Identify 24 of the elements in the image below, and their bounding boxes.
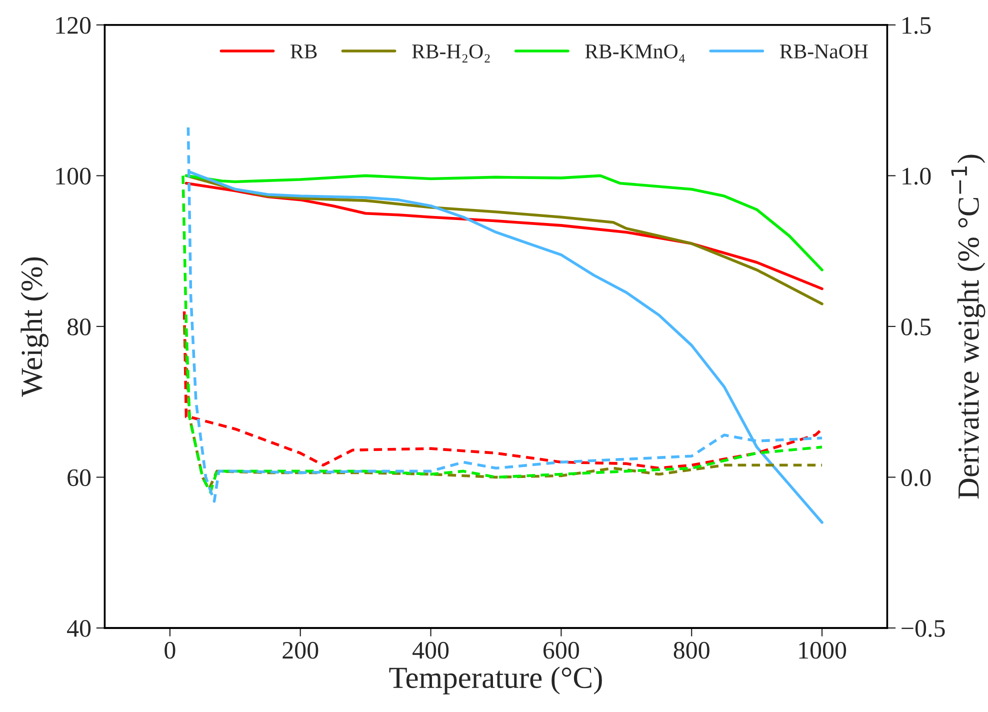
y-tick-label: 80 bbox=[67, 318, 91, 336]
y2-tick-label: −0.5 bbox=[902, 620, 945, 638]
x-tick-label: 0 bbox=[164, 642, 176, 659]
y-axis-title: Weight (%) bbox=[20, 257, 48, 397]
legend-label: RB-NaOH bbox=[780, 44, 868, 58]
legend-label: RB bbox=[290, 44, 317, 58]
legend-label: RB-H₂O₂ bbox=[412, 44, 490, 62]
y-tick-label: 60 bbox=[68, 469, 91, 486]
x-tick-label: 400 bbox=[412, 642, 449, 659]
x-tick-label: 1000 bbox=[799, 642, 846, 659]
x-axis-title: Temperature (°C) bbox=[389, 666, 602, 694]
y2-axis-title: Derivative weight (% °C$^{−1}$) bbox=[951, 154, 986, 499]
x-tick-label: 200 bbox=[282, 642, 318, 659]
y2-tick-label: 0.0 bbox=[901, 469, 931, 486]
y-tick-label: 100 bbox=[56, 168, 91, 185]
line-series bbox=[182, 310, 824, 470]
x-tick-label: 600 bbox=[544, 642, 579, 659]
y-tick-label: 120 bbox=[56, 16, 91, 34]
y2-tick-label: 1.0 bbox=[902, 168, 931, 185]
legend-label: RB-KMnO₄ bbox=[585, 44, 685, 62]
x-tick-label: 800 bbox=[674, 642, 710, 659]
y2-tick-label: 0.5 bbox=[901, 318, 931, 336]
y-tick-label: 40 bbox=[67, 620, 91, 637]
y2-tick-label: 1.5 bbox=[902, 17, 931, 34]
